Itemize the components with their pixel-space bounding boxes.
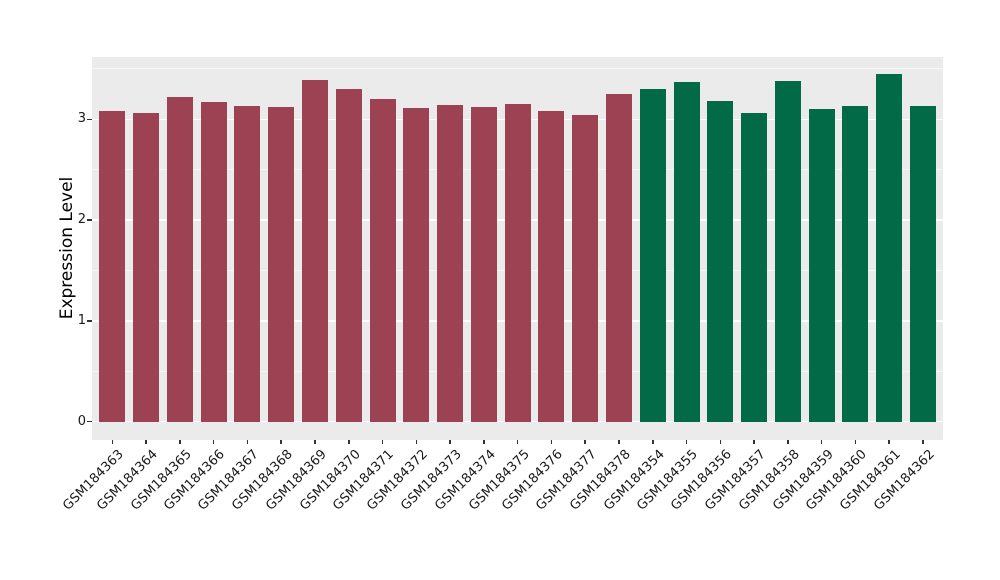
bar-GSM184376 bbox=[538, 111, 565, 422]
y-tick-label-2: 2 bbox=[77, 212, 86, 228]
bar-GSM184362 bbox=[910, 106, 937, 422]
x-tick-mark bbox=[111, 440, 114, 444]
bar-GSM184375 bbox=[504, 104, 531, 422]
bar-GSM184371 bbox=[369, 99, 396, 422]
bar-GSM184373 bbox=[437, 105, 464, 422]
x-tick-mark bbox=[854, 440, 857, 444]
x-tick-mark bbox=[179, 440, 181, 444]
y-tick-mark bbox=[87, 420, 92, 423]
x-tick-mark bbox=[246, 440, 249, 444]
major-gridline bbox=[92, 421, 943, 423]
x-tick-mark bbox=[449, 440, 451, 444]
bar-GSM184354 bbox=[639, 89, 666, 422]
x-tick-mark bbox=[685, 440, 688, 444]
x-tick-mark bbox=[719, 440, 722, 444]
bar-GSM184377 bbox=[572, 115, 599, 422]
x-tick-mark bbox=[348, 440, 350, 444]
bar-GSM184364 bbox=[133, 113, 160, 422]
x-tick-mark bbox=[652, 440, 654, 444]
x-tick-mark bbox=[888, 440, 890, 444]
x-tick-mark bbox=[584, 440, 586, 444]
y-axis-title: Expression Level bbox=[57, 176, 77, 320]
bar-GSM184368 bbox=[268, 107, 295, 422]
x-tick-mark bbox=[483, 440, 485, 444]
bar-GSM184359 bbox=[808, 109, 835, 422]
x-tick-mark bbox=[753, 440, 755, 444]
bar-GSM184357 bbox=[741, 113, 768, 422]
bar-GSM184370 bbox=[335, 89, 362, 422]
bar-GSM184372 bbox=[403, 108, 430, 422]
y-tick-label-3: 3 bbox=[77, 111, 86, 127]
bar-GSM184367 bbox=[234, 106, 261, 422]
bar-GSM184361 bbox=[876, 73, 903, 422]
y-tick-mark bbox=[87, 320, 92, 322]
minor-gridline bbox=[92, 68, 943, 70]
bar-GSM184356 bbox=[707, 101, 734, 422]
y-tick-label-0: 0 bbox=[77, 413, 86, 429]
bar-GSM184374 bbox=[470, 107, 497, 422]
plot-panel bbox=[92, 57, 943, 440]
y-tick-mark bbox=[87, 219, 92, 221]
x-tick-mark bbox=[212, 440, 215, 444]
x-tick-mark bbox=[516, 440, 519, 444]
x-tick-mark bbox=[415, 440, 418, 444]
x-tick-mark bbox=[618, 440, 620, 444]
x-tick-mark bbox=[820, 440, 823, 444]
bar-GSM184358 bbox=[774, 80, 801, 422]
bar-GSM184366 bbox=[200, 102, 227, 422]
y-tick-mark bbox=[87, 118, 92, 121]
bar-GSM184355 bbox=[673, 82, 700, 422]
bar-GSM184363 bbox=[99, 111, 126, 422]
x-tick-mark bbox=[550, 440, 553, 444]
x-tick-mark bbox=[280, 440, 282, 444]
bar-GSM184360 bbox=[842, 106, 869, 422]
x-tick-mark bbox=[381, 440, 384, 444]
x-tick-mark bbox=[314, 440, 316, 444]
bar-GSM184365 bbox=[166, 97, 193, 422]
x-tick-mark bbox=[922, 440, 924, 444]
bar-GSM184369 bbox=[301, 79, 328, 422]
bar-GSM184378 bbox=[606, 94, 632, 422]
x-tick-mark bbox=[145, 440, 147, 444]
x-tick-mark bbox=[787, 440, 789, 444]
y-tick-label-1: 1 bbox=[77, 312, 86, 328]
